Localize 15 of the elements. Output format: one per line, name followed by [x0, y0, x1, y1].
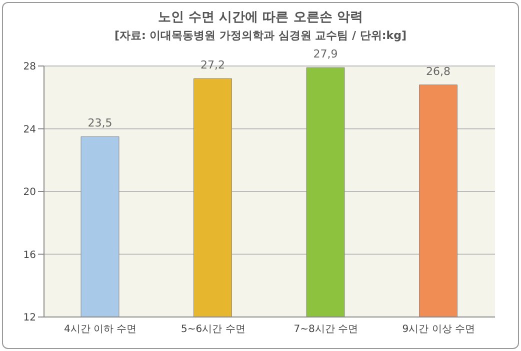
- data-label: 27,9: [313, 48, 338, 61]
- chart-title: 노인 수면 시간에 따른 오른손 악력: [157, 9, 364, 26]
- x-tick-label: 4시간 이하 수면: [64, 324, 137, 336]
- y-tick-label: 24: [23, 124, 36, 136]
- y-tick-label: 28: [23, 62, 36, 73]
- y-tick-label: 20: [23, 187, 36, 198]
- y-tick-label: 12: [23, 312, 36, 324]
- x-tick-label: 7~8시간 수면: [294, 324, 358, 336]
- data-label: 23,5: [88, 116, 112, 130]
- data-label: 26,8: [426, 64, 450, 78]
- x-tick-label: 5~6시간 수면: [180, 324, 246, 336]
- x-tick-label: 9시간 이상 수면: [402, 324, 475, 336]
- data-label: 27,2: [200, 58, 225, 72]
- chart-subtitle: [자료: 이대목동병원 가정의학과 심경원 교수팀 / 단위:kg]: [113, 28, 408, 43]
- y-tick-label: 16: [23, 250, 36, 261]
